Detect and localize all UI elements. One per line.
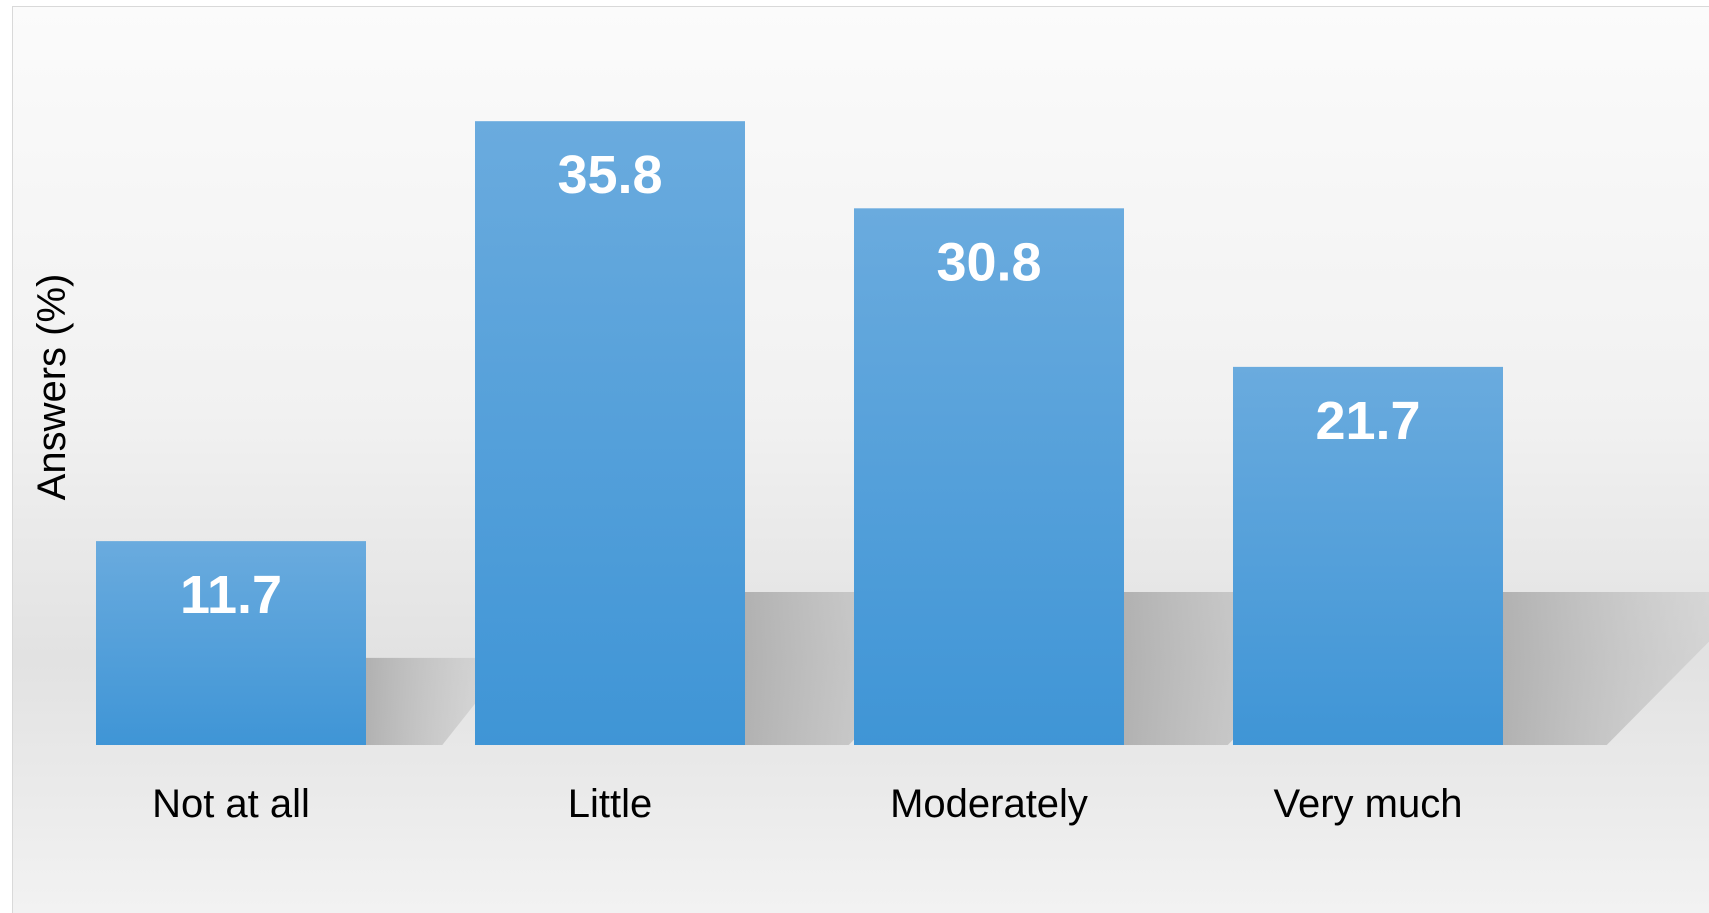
data-label-moderately: 30.8 (936, 232, 1041, 292)
x-tick-very-much: Very much (1274, 782, 1463, 826)
x-tick-not-at-all: Not at all (152, 782, 310, 826)
data-label-little: 35.8 (557, 145, 662, 205)
y-axis-label: Answers (%) (30, 274, 74, 501)
x-tick-little: Little (568, 782, 653, 826)
bars-group (96, 121, 1503, 745)
data-labels-group: 11.7 35.8 30.8 21.7 (180, 145, 1421, 625)
data-label-very-much: 21.7 (1315, 391, 1420, 451)
data-label-not-at-all: 11.7 (180, 565, 282, 625)
bar-little (475, 121, 745, 745)
bar-very-much (1233, 366, 1503, 745)
bar-moderately (854, 208, 1124, 745)
x-tick-moderately: Moderately (890, 782, 1088, 826)
bar-not-at-all (96, 541, 366, 745)
bar-shadow-very-much (1503, 592, 1709, 745)
bar-shadow-not-at-all (366, 657, 512, 745)
x-axis-ticks: Not at all Little Moderately Very much (152, 782, 1462, 826)
